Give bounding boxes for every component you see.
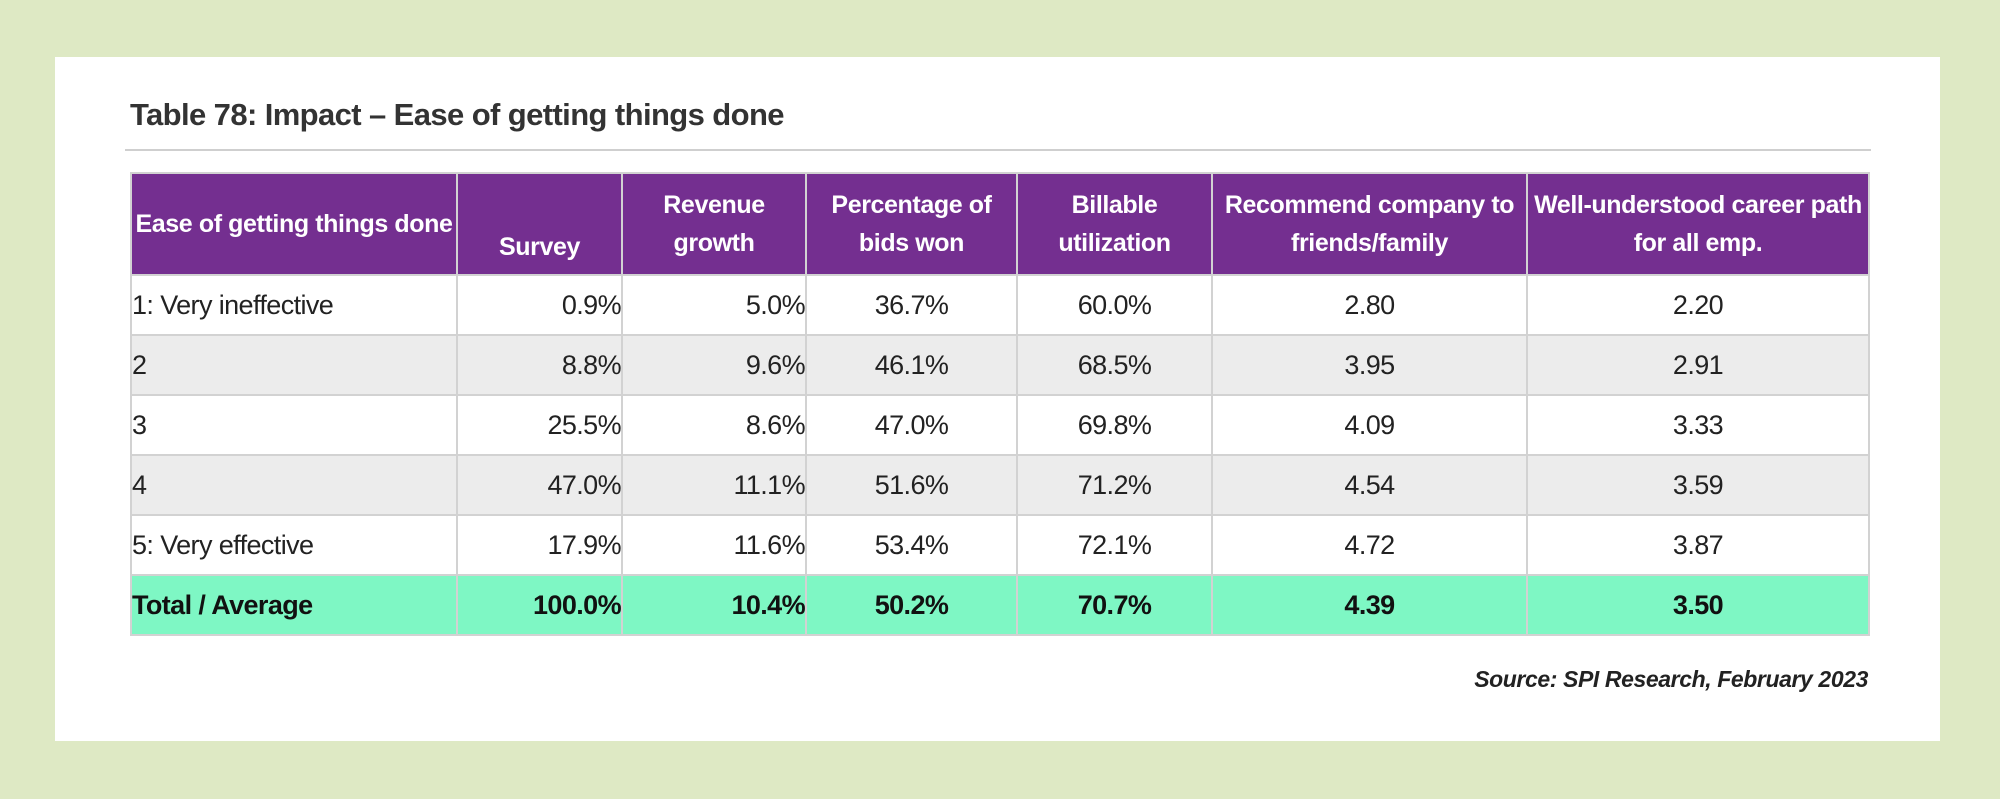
table-cell: 3.59 [1526,454,1870,516]
table-title: Table 78: Impact – Ease of getting thing… [130,97,785,132]
column-header: Percentage of bids won [805,172,1018,276]
table-cell: 8.6% [621,394,807,456]
table-cell: 68.5% [1016,334,1213,396]
table-card: Table 78: Impact – Ease of getting thing… [55,57,1940,741]
title-divider [125,149,1871,151]
table-cell: 8.8% [456,334,623,396]
row-label: 3 [130,394,458,456]
table-cell: 9.6% [621,334,807,396]
column-header: Recommend company to friends/family [1211,172,1528,276]
table-cell: 3.87 [1526,514,1870,576]
table-cell: 11.6% [621,514,807,576]
table-cell: 53.4% [805,514,1018,576]
row-label: 4 [130,454,458,516]
table-cell: 2.20 [1526,274,1870,336]
table-cell: 36.7% [805,274,1018,336]
table-row: 1: Very ineffective 0.9% 5.0% 36.7% 60.0… [130,274,1870,336]
total-label: Total / Average [130,574,458,636]
column-header: Well-understood career path for all emp. [1526,172,1870,276]
table-row: 5: Very effective 17.9% 11.6% 53.4% 72.1… [130,514,1870,576]
column-header: Billable utilization [1016,172,1213,276]
row-label: 1: Very ineffective [130,274,458,336]
table-cell: 17.9% [456,514,623,576]
table-cell: 46.1% [805,334,1018,396]
table-cell: 71.2% [1016,454,1213,516]
table-cell: 69.8% [1016,394,1213,456]
table-row: 2 8.8% 9.6% 46.1% 68.5% 3.95 2.91 [130,334,1870,396]
total-cell: 70.7% [1016,574,1213,636]
table-cell: 47.0% [805,394,1018,456]
table-cell: 2.91 [1526,334,1870,396]
total-cell: 100.0% [456,574,623,636]
header-row: Ease of getting things done Survey Reven… [130,172,1870,276]
column-header: Revenue growth [621,172,807,276]
row-label: 5: Very effective [130,514,458,576]
table-cell: 5.0% [621,274,807,336]
table-cell: 2.80 [1211,274,1528,336]
table-row: 4 47.0% 11.1% 51.6% 71.2% 4.54 3.59 [130,454,1870,516]
table-cell: 51.6% [805,454,1018,516]
source-note: Source: SPI Research, February 2023 [1474,666,1868,692]
table-cell: 47.0% [456,454,623,516]
table-row: 3 25.5% 8.6% 47.0% 69.8% 4.09 3.33 [130,394,1870,456]
data-table: Ease of getting things done Survey Reven… [130,172,1870,636]
column-header: Survey [456,172,623,276]
total-row: Total / Average 100.0% 10.4% 50.2% 70.7%… [130,574,1870,636]
total-cell: 3.50 [1526,574,1870,636]
total-cell: 4.39 [1211,574,1528,636]
table-cell: 3.95 [1211,334,1528,396]
total-cell: 50.2% [805,574,1018,636]
table-cell: 4.54 [1211,454,1528,516]
table-cell: 0.9% [456,274,623,336]
table-cell: 72.1% [1016,514,1213,576]
column-header: Ease of getting things done [130,172,458,276]
row-label: 2 [130,334,458,396]
table-cell: 4.72 [1211,514,1528,576]
table-cell: 11.1% [621,454,807,516]
table-cell: 4.09 [1211,394,1528,456]
total-cell: 10.4% [621,574,807,636]
table-cell: 60.0% [1016,274,1213,336]
table-cell: 3.33 [1526,394,1870,456]
table-cell: 25.5% [456,394,623,456]
